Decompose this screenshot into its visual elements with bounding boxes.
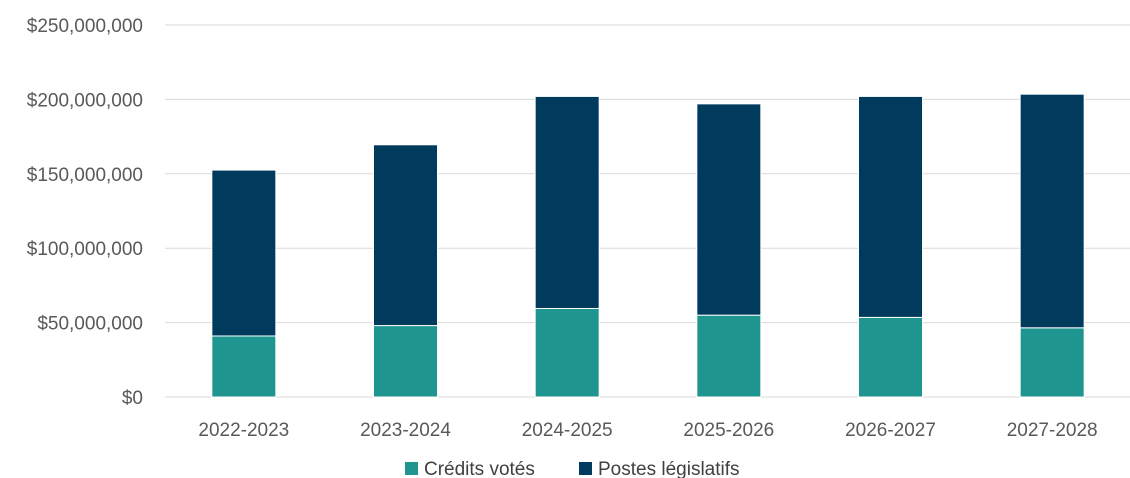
legend-swatch-credits-votes bbox=[405, 462, 418, 475]
gridlines bbox=[165, 24, 1130, 398]
x-tick-label: 2023-2024 bbox=[360, 420, 451, 441]
x-axis-ticks: 2022-2023 2023-2024 2024-2025 2025-2026 2026… bbox=[198, 420, 1097, 441]
y-axis-ticks: $0 $50,000,000 $100,000,000 $150,000,000 $20… bbox=[27, 16, 143, 409]
y-tick-label: $0 bbox=[122, 388, 143, 409]
bar-credits-votes bbox=[211, 335, 277, 398]
y-tick-label: $150,000,000 bbox=[27, 165, 143, 186]
bar-postes-legislatifs bbox=[211, 169, 277, 337]
x-tick-label: 2025-2026 bbox=[683, 420, 774, 441]
y-tick-label: $100,000,000 bbox=[27, 239, 143, 260]
x-tick-label: 2026-2027 bbox=[845, 420, 936, 441]
legend-label-postes-legislatifs: Postes législatifs bbox=[598, 459, 740, 478]
bar-postes-legislatifs bbox=[1019, 93, 1085, 329]
x-tick-label: 2022-2023 bbox=[198, 420, 289, 441]
bar-credits-votes bbox=[696, 314, 762, 398]
legend: Crédits votés Postes législatifs bbox=[405, 459, 740, 478]
x-tick-label: 2027-2028 bbox=[1007, 420, 1098, 441]
bars bbox=[211, 93, 1085, 398]
y-tick-label: $50,000,000 bbox=[37, 314, 143, 335]
bar-credits-votes bbox=[534, 307, 600, 398]
bar-postes-legislatifs bbox=[858, 95, 923, 318]
bar-postes-legislatifs bbox=[534, 95, 600, 309]
bar-credits-votes bbox=[1019, 327, 1085, 398]
bar-credits-votes bbox=[858, 316, 923, 398]
legend-swatch-postes-legislatifs bbox=[579, 462, 592, 475]
legend-label-credits-votes: Crédits votés bbox=[424, 459, 535, 478]
y-tick-label: $200,000,000 bbox=[27, 90, 143, 111]
bar-postes-legislatifs bbox=[696, 103, 762, 316]
bar-postes-legislatifs bbox=[373, 144, 438, 327]
y-tick-label: $250,000,000 bbox=[27, 16, 143, 37]
x-tick-label: 2024-2025 bbox=[522, 420, 613, 441]
bar-credits-votes bbox=[373, 325, 438, 398]
